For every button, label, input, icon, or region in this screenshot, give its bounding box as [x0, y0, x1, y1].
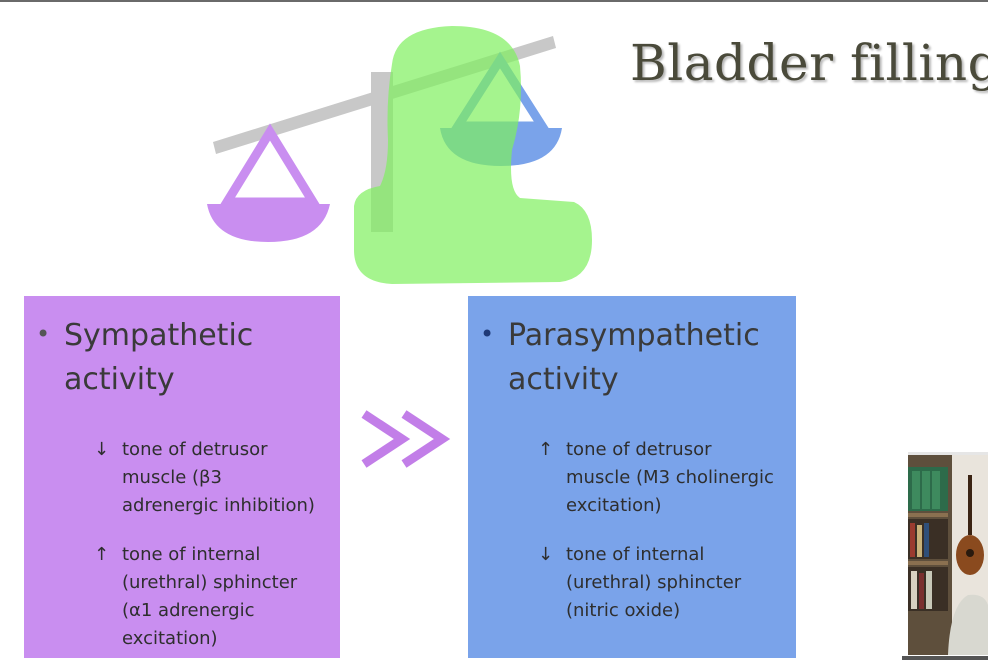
double-chevron-icon — [361, 410, 451, 468]
sympathetic-heading: Sympathetic activity — [64, 318, 254, 397]
webcam-scene — [908, 455, 988, 655]
up-arrow-icon: ↑ — [538, 439, 554, 460]
down-arrow-icon: ↓ — [538, 544, 554, 565]
parasympathetic-panel: • Parasympathetic activity ↑ tone of det… — [468, 296, 796, 658]
parasympathetic-item-detrusor: ↑ tone of detrusor muscle (M3 cholinergi… — [538, 436, 786, 520]
webcam-feed — [908, 452, 988, 655]
parasympathetic-heading: Parasympathetic activity — [508, 318, 760, 397]
bullet-dot-icon: • — [480, 320, 495, 348]
sympathetic-item-detrusor: ↓ tone of detrusor muscle (β3 adrenergic… — [94, 436, 342, 520]
up-arrow-icon: ↑ — [94, 544, 110, 565]
sympathetic-bullet: • Sympathetic activity — [36, 314, 253, 402]
bullet-dot-icon: • — [36, 320, 51, 348]
bladder-shape-icon — [354, 26, 592, 284]
top-divider — [0, 0, 988, 2]
down-arrow-icon: ↓ — [94, 439, 110, 460]
sympathetic-item-sphincter-text: tone of internal (urethral) sphincter (α… — [122, 544, 298, 649]
parasympathetic-item-sphincter: ↓ tone of internal (urethral) sphincter … — [538, 541, 786, 625]
webcam-frame-edge — [902, 656, 988, 660]
balance-scale-icon — [207, 26, 592, 284]
sympathetic-item-detrusor-text: tone of detrusor muscle (β3 adrenergic i… — [122, 439, 315, 516]
sympathetic-panel: • Sympathetic activity ↓ tone of detruso… — [24, 296, 340, 658]
left-pan — [207, 204, 330, 242]
left-pan-hanger — [218, 123, 322, 207]
parasympathetic-item-detrusor-text: tone of detrusor muscle (M3 cholinergic … — [566, 439, 774, 516]
slide-title: Bladder filling — [630, 34, 988, 92]
parasympathetic-item-sphincter-text: tone of internal (urethral) sphincter (n… — [566, 544, 742, 621]
sympathetic-item-sphincter: ↑ tone of internal (urethral) sphincter … — [94, 541, 342, 653]
parasympathetic-bullet: • Parasympathetic activity — [480, 314, 760, 402]
